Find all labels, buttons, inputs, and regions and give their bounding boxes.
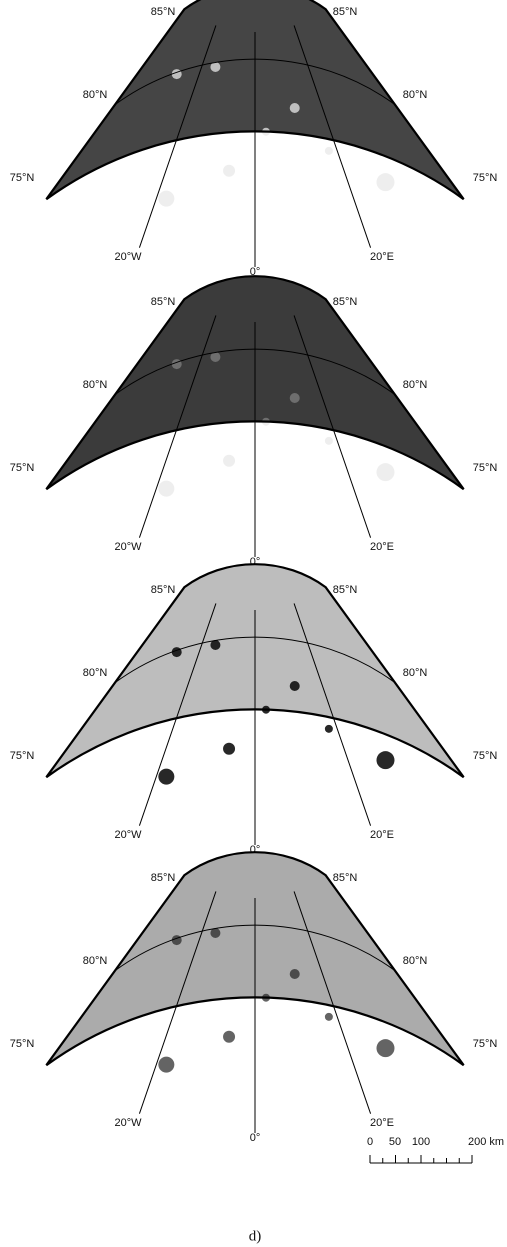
longitude-label: 20°E <box>370 1117 394 1129</box>
latitude-label: 85°N <box>151 584 176 596</box>
crater <box>325 437 333 445</box>
crater <box>325 147 333 155</box>
figure: 85°N80°N75°N85°N80°N75°N20°W0°20°Ea)85°N… <box>0 0 507 1247</box>
latitude-label: 80°N <box>83 89 108 101</box>
crater <box>223 743 235 755</box>
scale-bar: 0 50 100 200 km <box>367 1136 504 1163</box>
longitude-label: 20°E <box>370 541 394 553</box>
crater <box>376 463 394 481</box>
crater <box>223 1031 235 1043</box>
latitude-label: 75°N <box>10 1038 35 1050</box>
longitude-label: 20°E <box>370 251 394 263</box>
latitude-label: 80°N <box>83 955 108 967</box>
crater <box>223 455 235 467</box>
map-panel: 85°N80°N75°N85°N80°N75°N20°W0°20°Eb) <box>10 276 498 589</box>
latitude-label: 85°N <box>333 584 358 596</box>
crater <box>223 165 235 177</box>
crater <box>376 751 394 769</box>
crater <box>290 681 300 691</box>
latitude-label: 75°N <box>473 750 498 762</box>
latitude-label: 75°N <box>473 1038 498 1050</box>
longitude-label: 20°W <box>114 1117 142 1129</box>
crater <box>158 191 174 207</box>
latitude-label: 80°N <box>403 955 428 967</box>
longitude-label: 20°E <box>370 829 394 841</box>
scale-label: 0 <box>367 1136 373 1148</box>
scale-label: 50 <box>389 1136 401 1148</box>
crater <box>290 969 300 979</box>
scale-label: 200 km <box>468 1136 504 1148</box>
crater <box>210 640 220 650</box>
crater <box>376 173 394 191</box>
latitude-label: 85°N <box>151 296 176 308</box>
latitude-label: 75°N <box>10 750 35 762</box>
latitude-label: 80°N <box>83 379 108 391</box>
latitude-label: 85°N <box>333 872 358 884</box>
crater <box>290 393 300 403</box>
crater <box>158 481 174 497</box>
crater <box>325 1013 333 1021</box>
crater <box>210 352 220 362</box>
latitude-label: 75°N <box>473 172 498 184</box>
longitude-label: 20°W <box>114 251 142 263</box>
crater <box>325 725 333 733</box>
latitude-label: 80°N <box>403 89 428 101</box>
map-panel: 85°N80°N75°N85°N80°N75°N20°W0°20°Ec) <box>10 564 498 877</box>
latitude-label: 80°N <box>83 667 108 679</box>
longitude-label: 20°W <box>114 541 142 553</box>
crater <box>376 1039 394 1057</box>
latitude-label: 80°N <box>403 667 428 679</box>
panel-caption: d) <box>249 1228 262 1244</box>
latitude-label: 80°N <box>403 379 428 391</box>
latitude-label: 75°N <box>473 462 498 474</box>
crater <box>210 62 220 72</box>
crater <box>158 1057 174 1073</box>
latitude-label: 85°N <box>333 6 358 18</box>
map-panel: 85°N 80°N 75°N 85°N 80°N 75°N 20°W 0° 20°E d) <box>10 852 498 1244</box>
latitude-label: 85°N <box>151 6 176 18</box>
scale-label: 100 <box>412 1136 430 1148</box>
latitude-label: 85°N <box>333 296 358 308</box>
crater <box>158 769 174 785</box>
latitude-label: 85°N <box>151 872 176 884</box>
map-panel: 85°N80°N75°N85°N80°N75°N20°W0°20°Ea) <box>10 0 498 299</box>
latitude-label: 75°N <box>10 172 35 184</box>
longitude-label: 0° <box>250 1132 261 1144</box>
latitude-label: 75°N <box>10 462 35 474</box>
longitude-label: 20°W <box>114 829 142 841</box>
crater <box>290 103 300 113</box>
crater <box>210 928 220 938</box>
